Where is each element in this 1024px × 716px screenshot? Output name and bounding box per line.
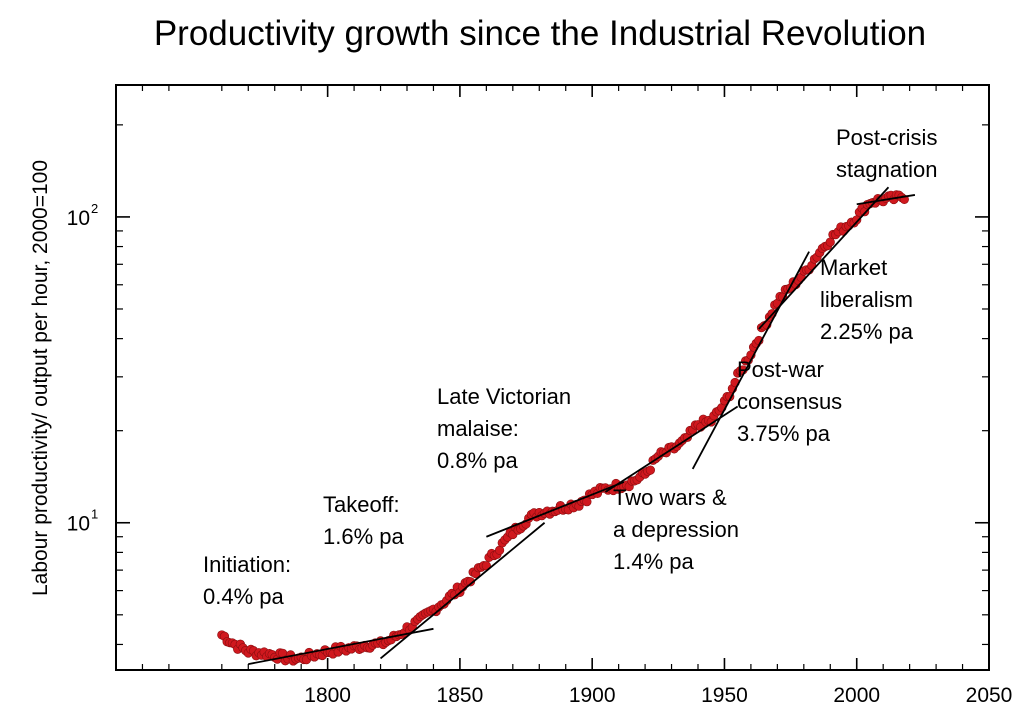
- annotation-text: 1.4% pa: [613, 549, 694, 574]
- y-axis-label: Labour productivity/ output per hour, 20…: [29, 160, 52, 596]
- trend-line: [691, 251, 810, 470]
- x-tick-label: 2000: [833, 684, 880, 707]
- trend-line: [248, 627, 434, 665]
- plot-frame: [115, 84, 990, 671]
- x-tick-label: 1850: [437, 684, 484, 707]
- trend-line: [486, 481, 625, 538]
- annotation-text: Takeoff:: [323, 492, 400, 517]
- x-tick-label: 2050: [966, 684, 1013, 707]
- trend-line: [379, 522, 546, 660]
- data-point: [465, 577, 476, 587]
- annotation-text: liberalism: [820, 287, 913, 312]
- annotation-text: Post-war: [737, 357, 824, 382]
- chart-title: Productivity growth since the Industrial…: [154, 14, 926, 53]
- x-tick-label: 1800: [304, 684, 351, 707]
- y-tick-label: 10: [67, 513, 90, 536]
- annotation-text: 0.8% pa: [437, 448, 518, 473]
- trend-line: [758, 186, 890, 330]
- annotation-text: 1.6% pa: [323, 524, 404, 549]
- annotation-text: stagnation: [836, 157, 938, 182]
- annotation-text: Two wars &: [613, 485, 727, 510]
- annotation-text: Post-crisis: [836, 125, 937, 150]
- y-tick-label: 10: [67, 207, 90, 230]
- x-tick-label: 1950: [701, 684, 748, 707]
- y-tick-exponent: 1: [91, 507, 98, 522]
- data-point: [645, 465, 655, 475]
- annotation-text: 2.25% pa: [820, 319, 914, 344]
- annotation-text: malaise:: [437, 416, 519, 441]
- annotation-text: Initiation:: [203, 552, 291, 577]
- annotation-text: 0.4% pa: [203, 584, 284, 609]
- trend-line: [604, 405, 739, 493]
- annotation-text: Market: [820, 255, 887, 280]
- y-tick-exponent: 2: [91, 201, 98, 216]
- annotation-text: consensus: [737, 389, 842, 414]
- annotation-text: Late Victorian: [437, 384, 571, 409]
- annotation-text: 3.75% pa: [737, 421, 831, 446]
- x-tick-label: 1900: [569, 684, 616, 707]
- annotation-text: a depression: [613, 517, 739, 542]
- trend-line: [856, 194, 916, 206]
